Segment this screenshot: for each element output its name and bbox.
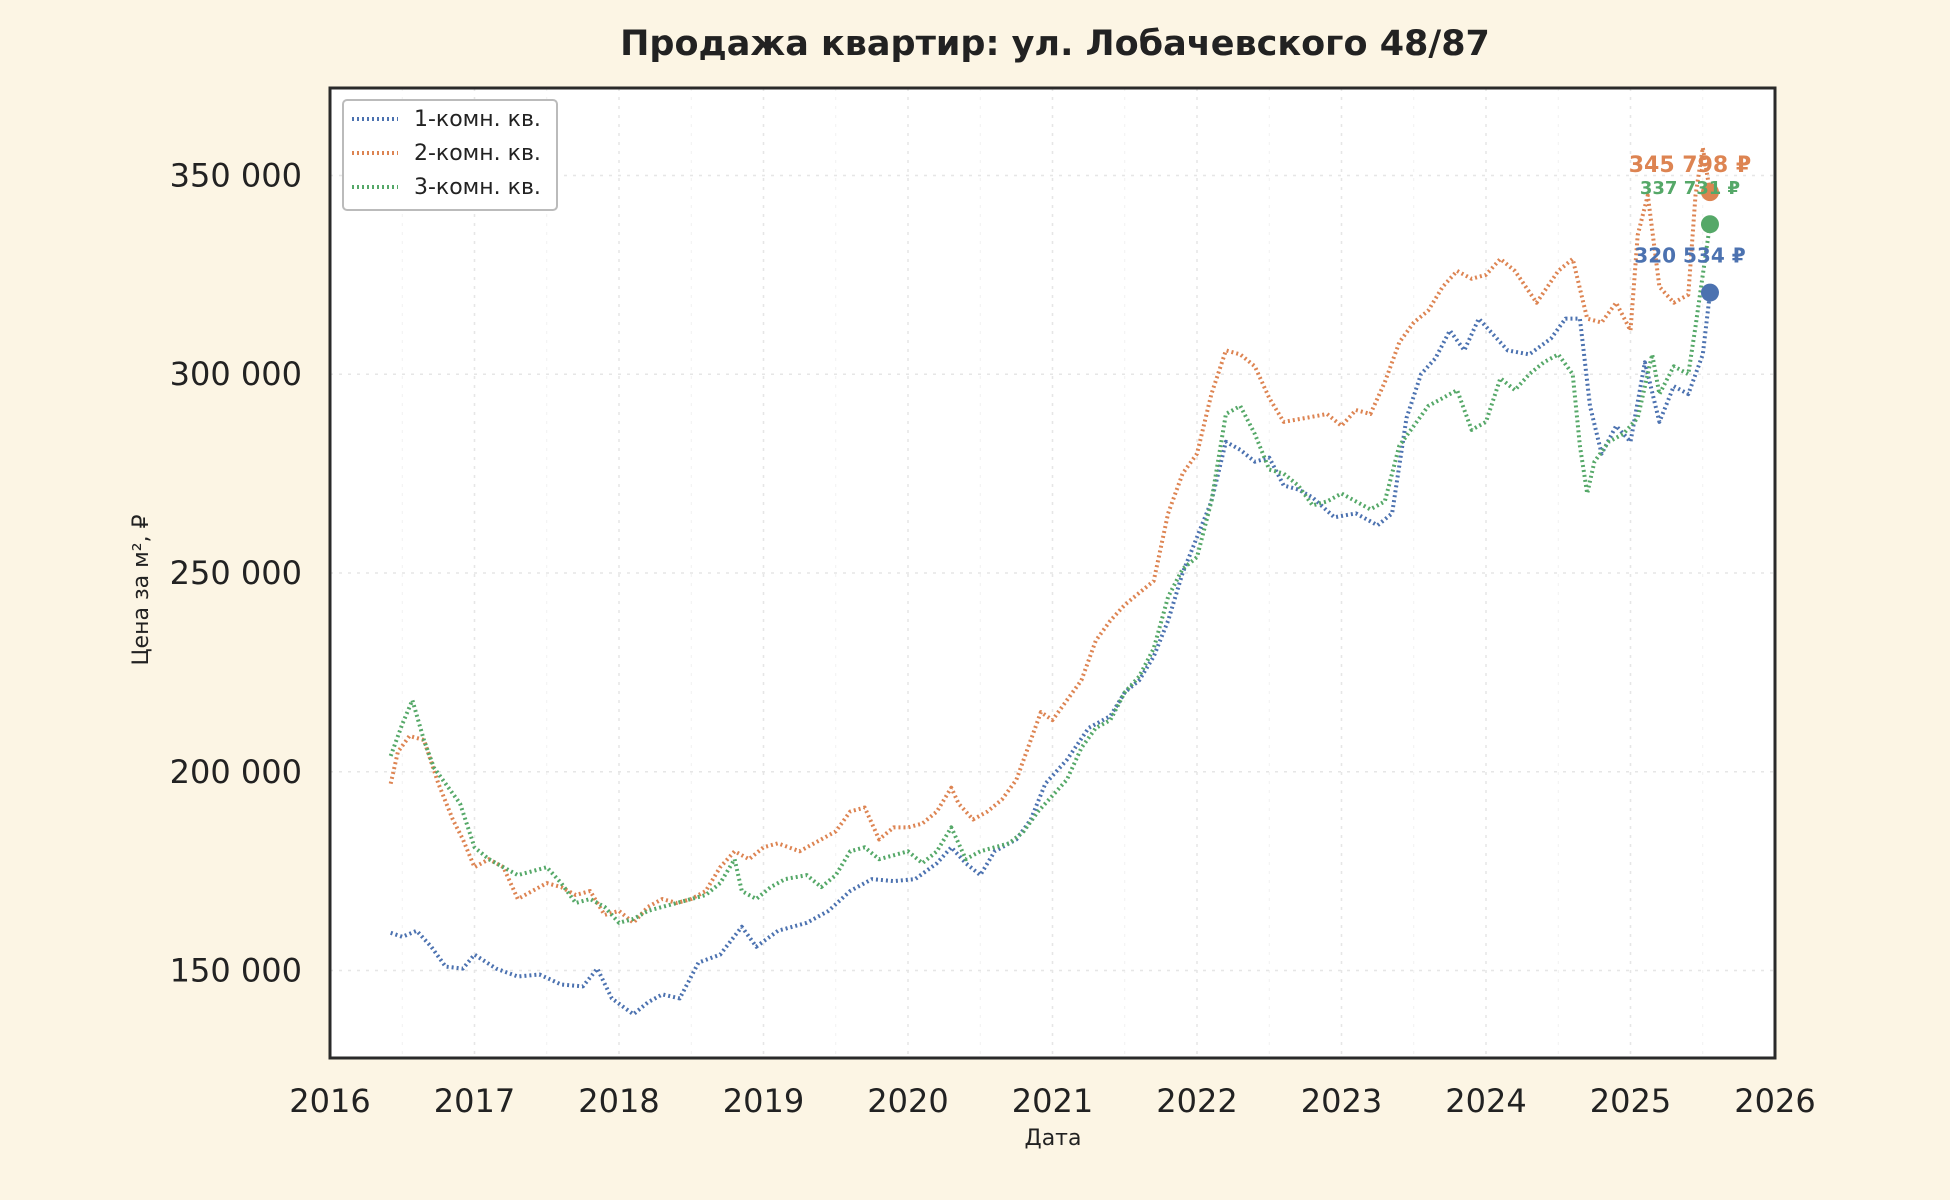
plot-frame [328, 86, 1777, 1060]
x-axis-ticks: 2016 2017 2018 2019 2020 2021 2022 2023 2024 2025… [289, 1082, 1815, 1120]
x-tick-label: 2022 [1156, 1082, 1237, 1120]
series-line-1 [390, 292, 1712, 1017]
x-tick-label: 2019 [723, 1082, 804, 1120]
legend-box [342, 99, 558, 211]
x-tick-label: 2016 [289, 1082, 370, 1120]
legend-label-1: 1-комн. кв. [414, 107, 541, 132]
end-marker-3 [1700, 215, 1719, 234]
y-tick-label: 250 000 [170, 554, 302, 592]
legend-label-2: 2-комн. кв. [414, 141, 541, 166]
chart-title: Продажа квартир: ул. Лобачевского 48/87 [620, 24, 1490, 64]
series-line-2 [388, 145, 1712, 925]
series-line-3 [388, 223, 1712, 925]
x-tick-label: 2023 [1301, 1082, 1382, 1120]
x-tick-label: 2025 [1590, 1082, 1671, 1120]
x-tick-label: 2021 [1012, 1082, 1093, 1120]
y-axis-label: Цена за м², ₽ [129, 514, 154, 665]
series-lines [388, 145, 1712, 1017]
y-tick-label: 300 000 [170, 355, 302, 393]
y-tick-label: 150 000 [170, 952, 302, 990]
end-markers: 320 534 ₽ 345 798 ₽337 731 ₽ [1629, 153, 1751, 302]
y-tick-label: 200 000 [170, 753, 302, 791]
end-label-2: 345 798 ₽ [1629, 153, 1751, 178]
end-label-1: 320 534 ₽ [1634, 244, 1745, 268]
x-tick-label: 2026 [1734, 1082, 1815, 1120]
legend-label-3: 3-комн. кв. [414, 175, 541, 200]
y-axis-ticks: 150 000 200 000 250 000 300 000 350 000 [170, 156, 302, 989]
x-axis-label: Дата [1025, 1126, 1082, 1151]
end-marker-1 [1700, 283, 1719, 302]
grid [330, 88, 1775, 1058]
x-tick-label: 2017 [434, 1082, 515, 1120]
end-marker-2 [1700, 183, 1719, 202]
x-tick-label: 2020 [867, 1082, 948, 1120]
x-tick-label: 2024 [1445, 1082, 1526, 1120]
end-label-3: 337 731 ₽ [1640, 178, 1740, 199]
legend: 1-комн. кв. 2-комн. кв. 3-комн. кв. [342, 99, 558, 211]
y-tick-label: 350 000 [170, 156, 302, 194]
x-tick-label: 2018 [578, 1082, 659, 1120]
